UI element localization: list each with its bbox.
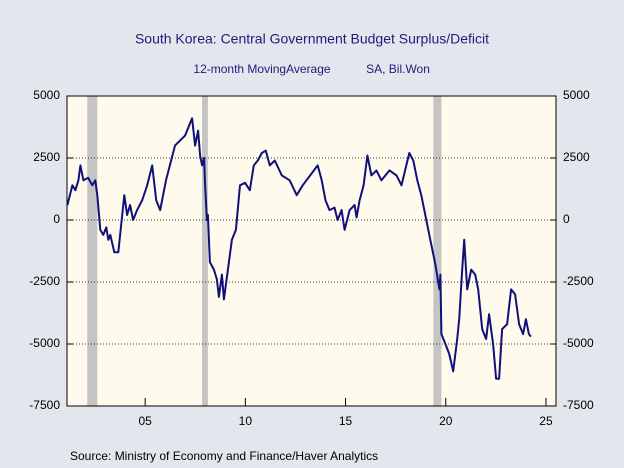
shaded-region xyxy=(433,96,442,406)
y2-tick-label: -5000 xyxy=(563,336,594,350)
chart-title: South Korea: Central Government Budget S… xyxy=(135,31,489,47)
data-line xyxy=(66,117,532,380)
y2-tick-label: 2500 xyxy=(563,150,590,164)
x-tick-label: 05 xyxy=(138,414,152,428)
y-tick-label: 0 xyxy=(53,212,60,226)
x-tick-label: 10 xyxy=(239,414,253,428)
shaded-region xyxy=(202,96,208,406)
y-tick-label: 2500 xyxy=(33,150,60,164)
plot-border xyxy=(66,95,557,407)
y2-tick-label: -7500 xyxy=(563,398,594,412)
source-note: Source: Ministry of Economy and Finance/… xyxy=(70,449,378,463)
units-label: SA, Bil.Won xyxy=(366,62,430,76)
y-tick-label: 5000 xyxy=(33,88,60,102)
plot-area xyxy=(67,96,556,406)
y2-tick-label: 5000 xyxy=(563,88,590,102)
y-tick-label: -2500 xyxy=(29,274,60,288)
x-tick-label: 20 xyxy=(439,414,453,428)
y2-tick-label: -2500 xyxy=(563,274,594,288)
x-tick-label: 15 xyxy=(339,414,353,428)
chart-subtitle: 12-month MovingAverage xyxy=(193,62,331,76)
y2-tick-label: 0 xyxy=(563,212,570,226)
y-tick-label: -7500 xyxy=(29,398,60,412)
shaded-region xyxy=(87,96,98,406)
x-tick-label: 25 xyxy=(539,414,553,428)
y-tick-label: -5000 xyxy=(29,336,60,350)
